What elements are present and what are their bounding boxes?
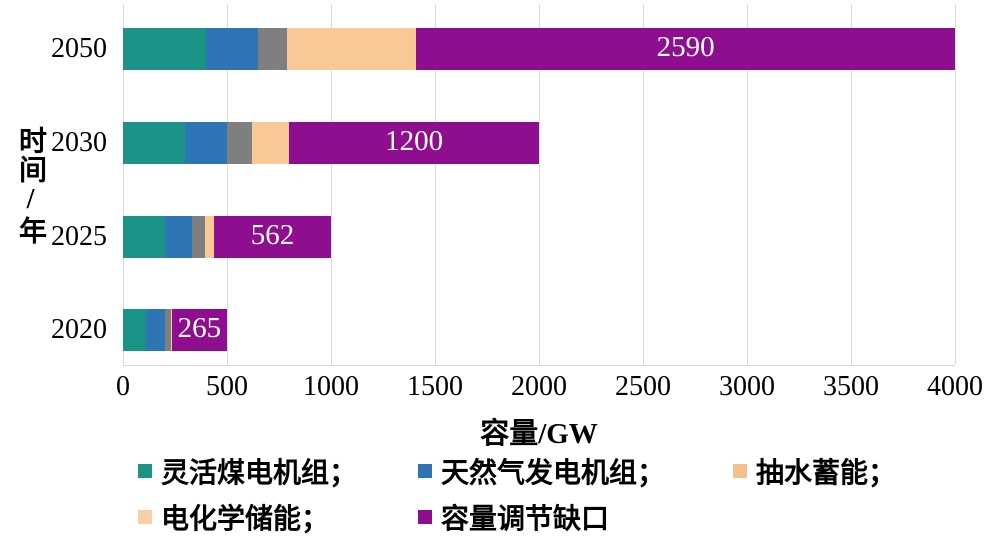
legend-swatch-icon (138, 510, 152, 524)
bar-segment: 2590 (416, 28, 955, 70)
x-axis-ticks: 0 500 1000 1500 2000 2500 3000 3500 4000 (116, 371, 983, 406)
bar-segment (164, 216, 192, 258)
x-tick-label: 2500 (615, 371, 671, 402)
x-tick-label: 1500 (407, 371, 463, 402)
legend-swatch-icon (418, 464, 432, 478)
grid-layer (123, 4, 956, 365)
x-tick-label: 3500 (823, 371, 879, 402)
bar-segment (185, 122, 227, 164)
x-axis-title: 容量/GW (480, 418, 598, 450)
gridline (851, 4, 852, 365)
gridline (955, 4, 956, 365)
legend-item: 天然气发电机组； (418, 451, 665, 491)
bar-value-label: 562 (250, 219, 295, 252)
y-axis-title: 时间/年 (15, 126, 46, 245)
x-tick-label: 500 (206, 371, 248, 402)
bar-segment (145, 309, 165, 351)
plot-area: 2050 2590 2030 1200 2025 562 2020 265 (51, 4, 956, 366)
legend-label: 抽水蓄能； (756, 458, 897, 489)
legend-swatch-icon (138, 464, 152, 478)
x-tick-label: 0 (116, 371, 130, 402)
gridline (539, 4, 540, 365)
bar-segment (204, 216, 215, 258)
bars-layer: 2050 2590 2030 1200 2025 562 2020 265 (51, 4, 955, 365)
legend-swatch-icon (733, 464, 747, 478)
gridline (643, 4, 644, 365)
gridline (227, 4, 228, 365)
bar-row-2025: 2025 562 (51, 216, 955, 258)
legend-label: 灵活煤电机组； (161, 458, 358, 489)
legend-item: 灵活煤电机组； (138, 451, 357, 491)
gridline (435, 4, 436, 365)
legend-row-2: 电化学储能； 容量调节缺口 (123, 497, 983, 535)
bar-row-2030: 2030 1200 (51, 122, 955, 164)
x-tick-label: 2000 (511, 371, 567, 402)
bar-segment: 1200 (289, 122, 539, 164)
legend-label: 容量调节缺口 (441, 504, 610, 535)
bar-segment (123, 216, 165, 258)
bar-value-label: 2590 (656, 31, 715, 64)
bar-segment (226, 122, 252, 164)
bar-row-2050: 2050 2590 (51, 28, 955, 70)
x-tick-label: 3000 (719, 371, 775, 402)
bar-value-label: 265 (177, 312, 222, 345)
y-category-label: 2050 (51, 33, 107, 64)
legend-label: 天然气发电机组； (441, 458, 666, 489)
bar-segment (123, 122, 186, 164)
legend-label: 电化学储能； (161, 504, 330, 535)
bar-segment (164, 309, 172, 351)
bar-segment (206, 28, 259, 70)
bar-segment (171, 309, 172, 351)
legend-item: 容量调节缺口 (418, 497, 609, 537)
y-category-label: 2030 (51, 127, 107, 158)
bar-row-2020: 2020 265 (51, 309, 955, 351)
bar-segment (123, 309, 146, 351)
bar-value-label: 1200 (385, 125, 444, 158)
bar-segment (287, 28, 417, 70)
legend-swatch-icon (418, 510, 432, 524)
gridline (747, 4, 748, 365)
legend-item: 电化学储能； (138, 497, 329, 537)
bar-segment (251, 122, 290, 164)
gridline (331, 4, 332, 365)
legend-row-1: 灵活煤电机组； 天然气发电机组； 抽水蓄能； (123, 451, 983, 489)
bar-segment (123, 28, 207, 70)
legend-item: 抽水蓄能； (733, 451, 896, 491)
x-tick-label: 4000 (927, 371, 983, 402)
gridline (123, 4, 124, 365)
y-category-label: 2025 (51, 221, 107, 252)
bar-segment: 562 (214, 216, 331, 258)
bar-segment: 265 (171, 309, 227, 351)
y-category-label: 2020 (51, 314, 107, 345)
bar-segment (191, 216, 205, 258)
x-tick-label: 1000 (303, 371, 359, 402)
bar-segment (258, 28, 288, 70)
